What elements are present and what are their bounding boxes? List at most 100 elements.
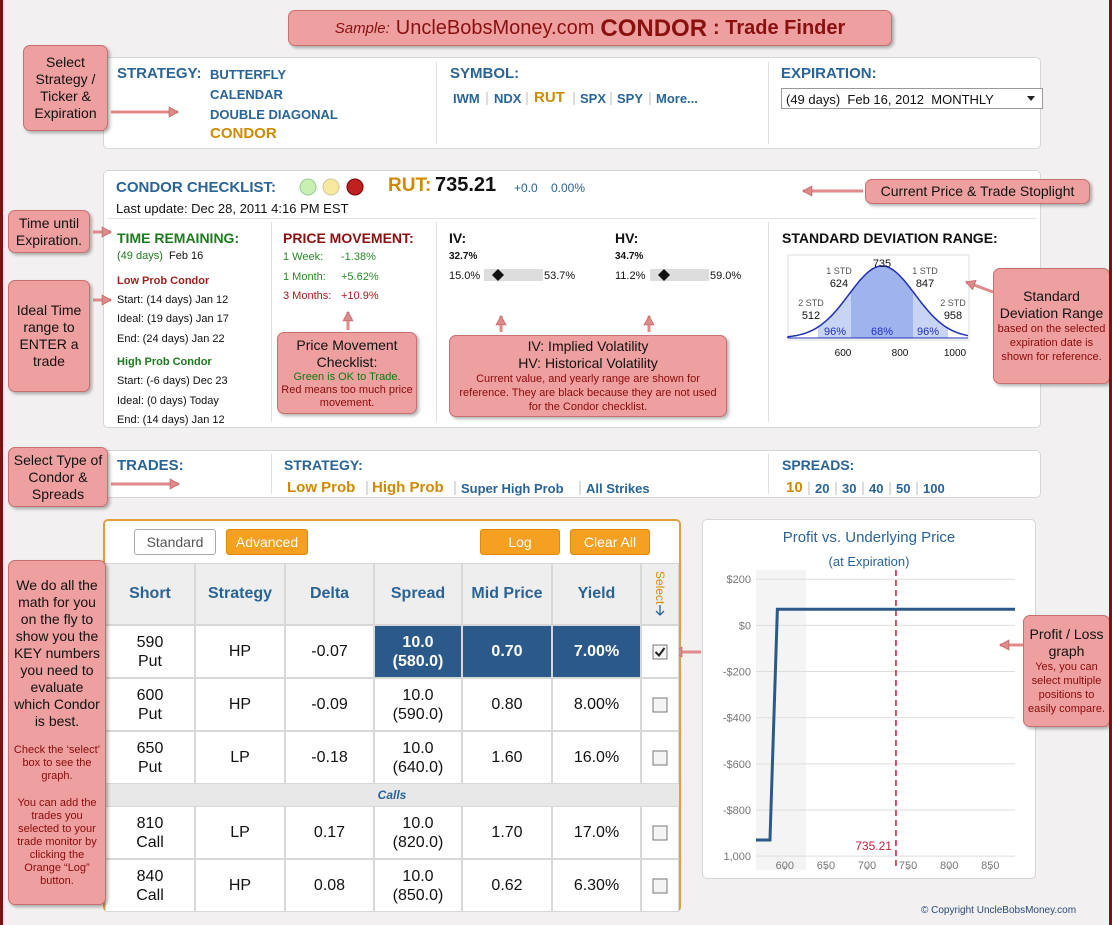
cell-text: 0.70	[491, 642, 523, 660]
pointer-head	[643, 314, 655, 326]
spread-option[interactable]: 20	[815, 481, 830, 496]
y-tick-label: -$800	[723, 805, 751, 817]
select-checkbox[interactable]	[652, 878, 668, 894]
profit-line	[756, 607, 1015, 842]
change: +0.0	[514, 181, 538, 195]
std-center: 735	[873, 258, 891, 270]
table-cell: LP	[195, 731, 285, 784]
stoplight	[322, 178, 340, 196]
cell-line: (580.0)	[392, 652, 444, 670]
cell-line: (850.0)	[392, 886, 444, 904]
cell-text: 0.17	[313, 823, 346, 841]
banner-prefix: Sample:	[334, 19, 390, 37]
note-vol: IV: Implied Volatility HV: Historical Vol…	[449, 335, 727, 417]
sort-arrow	[655, 604, 665, 616]
cell-line: 840	[136, 867, 164, 885]
note-text: Red means too much price movement.	[281, 383, 413, 409]
std-axis: 800	[892, 348, 909, 359]
select-cell	[641, 625, 679, 678]
strategy-label: STRATEGY:	[117, 65, 202, 82]
note-text: Select Type of Condor & Spreads	[13, 451, 103, 502]
y-tick-label: -$600	[723, 759, 751, 771]
table-cell: 8.00%	[552, 678, 641, 731]
std-1-value: 624	[830, 278, 848, 290]
note-text: based on the selected expiration date is…	[997, 323, 1106, 363]
note-text: Time until Expiration.	[15, 214, 83, 248]
y-tick-label: -$400	[723, 713, 751, 725]
note-text: You can add the trades you selected to y…	[17, 797, 97, 887]
strategy-option[interactable]: DOUBLE DIAGONAL	[210, 107, 338, 122]
trade-strategy-option[interactable]: High Prob	[372, 479, 444, 496]
checkbox-box	[652, 697, 668, 712]
banner-suffix: : Trade Finder	[713, 16, 846, 39]
y-tick-label: $0	[739, 620, 751, 632]
change-pct: 0.00%	[551, 181, 586, 195]
low-row: End: (24 days) Jan 22	[117, 333, 225, 345]
select-checkbox[interactable]	[652, 750, 668, 766]
spread-option[interactable]: 40	[869, 481, 884, 496]
expiration-dropdown[interactable]	[781, 88, 1043, 109]
table-cell: 590 Put	[105, 625, 195, 678]
cell-line: Put	[137, 652, 162, 670]
symbol-option[interactable]: RUT	[534, 89, 565, 106]
current-price-label: 735.21	[855, 839, 892, 853]
divider	[768, 222, 769, 422]
price-row-value: -1.38%	[341, 251, 376, 263]
spread-option[interactable]: 50	[896, 481, 911, 496]
table-cell: 1.70	[462, 806, 552, 859]
divider	[436, 62, 437, 144]
spread-option[interactable]: 30	[842, 481, 857, 496]
select-cell	[641, 859, 679, 912]
trade-strategy-option[interactable]: All Strikes	[586, 481, 650, 496]
symbol-option[interactable]: NDX	[494, 91, 522, 106]
x-tick-label: 650	[817, 860, 835, 872]
select-checkbox[interactable]	[652, 644, 668, 660]
table-button[interactable]: Log	[480, 529, 560, 555]
iv-high: 53.7%	[544, 270, 576, 282]
table-button[interactable]: Advanced	[226, 529, 308, 555]
table-cell: 6.30%	[552, 859, 641, 912]
banner-site: UncleBobsMoney.com	[395, 16, 595, 39]
x-tick-label: 600	[776, 860, 794, 872]
price-row-value: +5.62%	[341, 270, 379, 283]
select-checkbox[interactable]	[652, 697, 668, 713]
select-checkbox[interactable]	[652, 825, 668, 841]
cell-text: HP	[228, 695, 252, 713]
chart-subtitle: (at Expiration)	[829, 554, 910, 569]
cell-text: -0.07	[311, 642, 348, 660]
strategy-option[interactable]: BUTTERFLY	[210, 67, 287, 82]
table-button[interactable]: Standard	[134, 529, 216, 555]
symbol-option[interactable]: SPX	[580, 91, 607, 106]
trade-strategy-option[interactable]: Super High Prob	[461, 481, 564, 496]
note-text: Current value, and yearly range are show…	[459, 373, 717, 413]
cell-text: 0.80	[491, 695, 523, 713]
high-title: High Prob Condor	[117, 356, 212, 368]
symbol-option[interactable]: IWM	[453, 91, 480, 106]
cell-text: LP	[230, 748, 250, 766]
table-button[interactable]: Clear All	[570, 529, 650, 555]
std-curve	[787, 265, 969, 338]
divider	[768, 454, 769, 494]
strategy-option[interactable]: CALENDAR	[210, 87, 283, 102]
time-date: Feb 16	[169, 250, 204, 262]
strategy-option-active[interactable]: CONDOR	[210, 125, 277, 142]
column-header-text: Mid Price	[471, 585, 543, 602]
x-tick-label: 850	[981, 860, 999, 872]
spread-option[interactable]: 10	[786, 479, 803, 496]
std-pct: 68%	[871, 326, 893, 338]
std-1-area	[851, 266, 913, 338]
pointer-head	[998, 639, 1010, 651]
table-cell: 7.00%	[552, 625, 641, 678]
spread-option[interactable]: 100	[923, 481, 945, 496]
price: 735.21	[435, 174, 497, 196]
ticker: RUT:	[388, 175, 432, 196]
symbol-option[interactable]: SPY	[617, 91, 644, 106]
table-cell: -0.07	[285, 625, 374, 678]
trade-strategy-option[interactable]: Low Prob	[287, 479, 356, 496]
symbol-option[interactable]: More...	[656, 91, 698, 106]
table-cell: 0.70	[462, 625, 552, 678]
cell-text: 1.70	[491, 823, 523, 841]
y-tick-label: -$200	[723, 667, 751, 679]
cell-line: 10.0	[402, 686, 434, 704]
